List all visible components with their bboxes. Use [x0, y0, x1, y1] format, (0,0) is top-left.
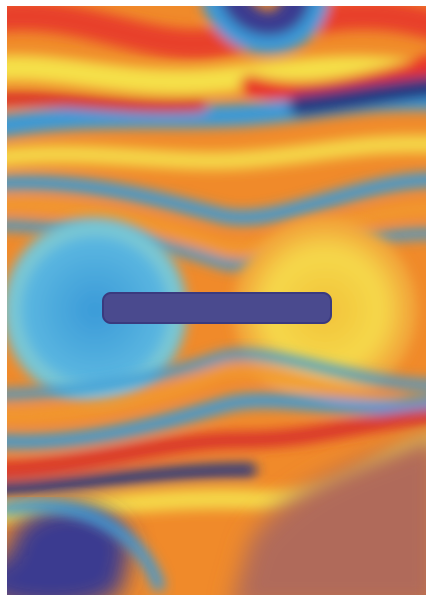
page: Field pattern {} html, body { margin: 0;…: [0, 0, 432, 600]
central-bar: [103, 293, 331, 323]
image-content: [0, 0, 432, 600]
page-body: (() => { const data = JSON.parse(documen…: [0, 0, 432, 600]
field-image: [0, 0, 432, 600]
